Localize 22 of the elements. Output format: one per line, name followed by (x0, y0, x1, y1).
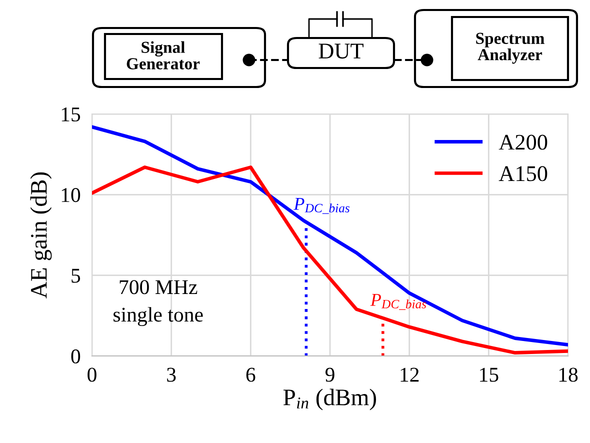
text: Signal Generator (126, 41, 200, 70)
x-tick-label: 6 (246, 368, 256, 382)
y-tick-label: 10 (62, 188, 80, 202)
x-tick-label: 0 (88, 368, 96, 382)
y-tick-label: 0 (71, 349, 80, 364)
annotation: 700 MHz single tone (114, 280, 203, 326)
x-axis-title: P$_{in}$ (dBm) (283, 388, 376, 410)
x-tick-label: 15 (480, 368, 498, 382)
ref-line-label: P$_{DC_bias}$ (370, 294, 426, 310)
x-tick-label: 12 (400, 368, 419, 382)
legend-label: A150 (498, 166, 548, 182)
text: Spectrum Analyzer (476, 32, 544, 64)
y-tick-label: 5 (72, 268, 80, 283)
ref-line-label: P$_{DC_bias}$ (294, 198, 350, 214)
x-tick-label: 18 (559, 368, 578, 382)
y-tick-label: 15 (62, 107, 80, 122)
text: DUT (318, 44, 364, 59)
y-axis-title: AE gain (dB) (30, 172, 52, 298)
x-tick-label: 9 (325, 368, 334, 382)
legend-label: A200 (498, 134, 548, 150)
line-series (92, 125, 568, 346)
x-tick-label: 3 (167, 368, 176, 382)
